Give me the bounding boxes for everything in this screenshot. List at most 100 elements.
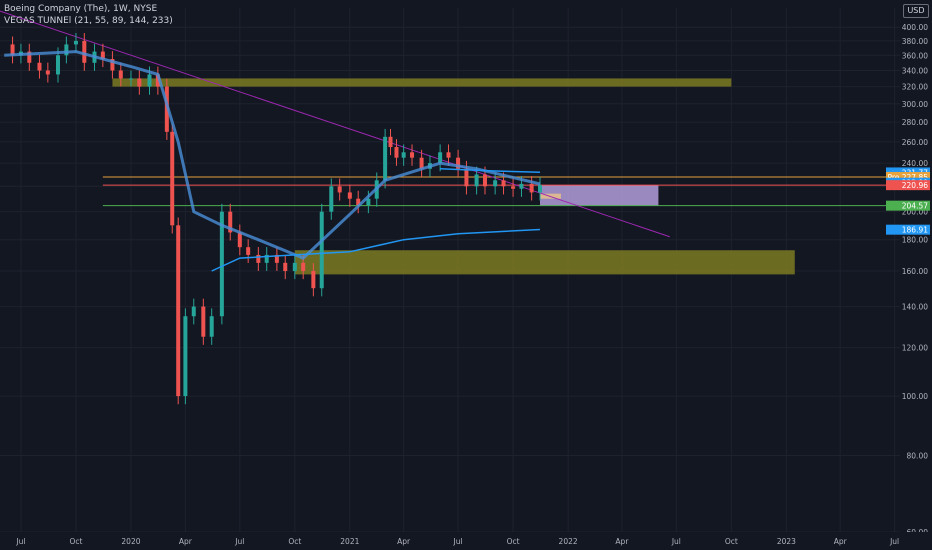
price-zone [294,250,795,275]
candle-body [482,174,487,187]
candle-body [529,183,534,193]
x-tick-label: Oct [725,537,738,546]
y-tick-label: 180.00 [902,236,928,245]
candle-body [10,44,15,56]
price-axis [900,0,932,550]
candle-body [209,316,214,337]
y-tick-label: 360.00 [902,51,928,60]
candle-body [383,136,388,181]
candle-body [170,131,175,226]
y-tick-label: 160.00 [902,267,928,276]
y-tick-label: 340.00 [902,66,928,75]
price-label: 186.91 [902,226,928,235]
candle-body [474,174,479,187]
candle-body [201,306,206,337]
x-tick-label: Jul [671,537,681,546]
candle-body [347,192,352,199]
candle-body [456,157,461,169]
candle-body [410,152,415,158]
price-zone [112,78,732,87]
y-tick-label: 240.00 [902,159,928,168]
price-label: 204.57 [902,202,928,211]
candle-body [176,225,181,397]
candle-body [45,70,50,75]
x-tick-label: Jul [15,537,25,546]
candle-body [37,62,42,71]
x-tick-label: Oct [288,537,301,546]
indicator-legend: VEGAS TUNNEl (21, 55, 89, 144, 233) [4,16,173,26]
candle-body [366,198,371,206]
x-tick-label: Apr [615,537,629,546]
ema-line [211,228,541,272]
candle-body [319,211,324,289]
candle-body [27,51,32,63]
time-axis [0,532,932,550]
candle-body [438,152,443,164]
price-label-bg [886,171,930,182]
candle-body [228,211,233,233]
x-tick-label: 2021 [340,537,359,546]
price-label: 220.96 [902,181,928,190]
candle-body [246,247,251,255]
candle-body [274,254,279,263]
y-tick-label: 320.00 [902,83,928,92]
candle-body [446,152,451,158]
candle-body [137,78,142,87]
x-tick-label: 2023 [777,537,796,546]
candle-body [501,180,506,187]
x-tick-label: Oct [507,537,520,546]
candle-body [519,183,524,189]
price-label: Pre 227.85 [887,173,928,182]
candle-body [56,55,61,75]
candle-body [388,136,393,148]
x-tick-label: Jul [453,537,463,546]
candle-body [464,168,469,187]
ema-line [4,50,541,260]
symbol-title: Boeing Company (The), 1W, NYSE [4,4,158,14]
y-tick-label: 400.00 [902,23,928,32]
x-tick-label: Oct [69,537,82,546]
x-tick-label: Apr [397,537,411,546]
y-tick-label: 80.00 [907,451,929,460]
candle-body [73,40,78,45]
candle-body [301,262,306,272]
y-tick-label: 100.00 [902,392,928,401]
x-tick-label: 2022 [559,537,578,546]
price-label-bg [886,180,930,191]
ema-line [440,168,541,173]
y-tick-label: 380.00 [902,37,928,46]
candle-body [219,211,224,317]
y-tick-label: 200.00 [902,208,928,217]
currency-badge[interactable]: USD [903,4,929,18]
candle-body [311,271,316,289]
price-zone [540,185,659,206]
candle-body [329,186,334,212]
x-tick-label: Apr [179,537,193,546]
x-tick-label: 2020 [121,537,140,546]
y-tick-label: 260.00 [902,138,928,147]
candle-body [100,51,105,59]
candle-body [256,254,261,263]
y-tick-label: 140.00 [902,303,928,312]
candle-body [419,157,424,169]
candle-body [237,232,242,248]
trendline [0,10,670,238]
candle-body [401,152,406,158]
y-tick-label: 300.00 [902,100,928,109]
price-label-bg [886,224,930,235]
candle-body [292,262,297,272]
candle-body [264,254,269,263]
x-tick-label: Jul [889,537,899,546]
candle-body [147,74,152,87]
candle-body [337,186,342,193]
price-label-bg [886,200,930,211]
candle-body [183,316,188,397]
candle-body [538,185,542,193]
candle-body [356,198,361,206]
candle-body [493,180,498,187]
y-tick-label: 280.00 [902,118,928,127]
candle-body [511,186,516,189]
candle-body [110,58,115,71]
